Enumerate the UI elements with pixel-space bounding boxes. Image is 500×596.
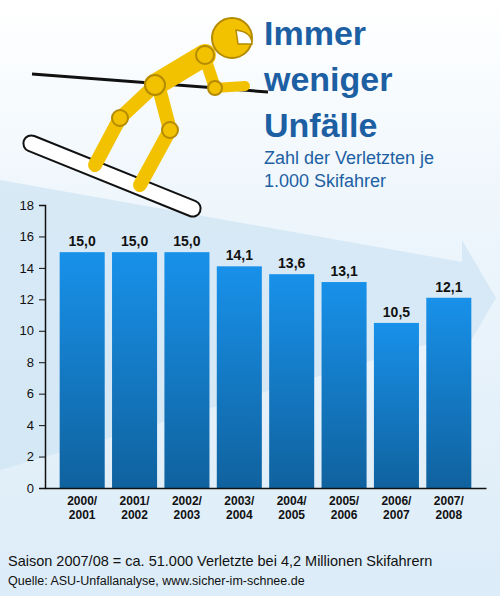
tick-label: 8 <box>27 355 34 370</box>
tick: 0 <box>27 481 45 496</box>
skier-joint <box>208 81 222 95</box>
bar <box>426 298 471 488</box>
tick-mark <box>39 299 45 300</box>
tick-label: 6 <box>27 386 34 401</box>
data-label: 13,1 <box>330 263 357 279</box>
tick: 2007/2008 <box>434 494 465 522</box>
tick-label: 2005/2006 <box>329 494 360 522</box>
tick-mark <box>39 205 45 206</box>
title: ImmerwenigerUnfälle <box>263 14 392 144</box>
source: Quelle: ASU-Unfallanalyse, www.sicher-im… <box>8 574 305 588</box>
tick-label: 2002/2003 <box>172 494 203 522</box>
tick: 2001/2002 <box>120 494 151 522</box>
axis-line <box>46 488 487 490</box>
skier-joint <box>162 122 178 138</box>
bar <box>374 323 419 488</box>
tick-label: 2004/2005 <box>277 494 308 522</box>
tick-label: 10 <box>20 323 34 338</box>
tick-label: 2007/2008 <box>434 494 465 522</box>
tick-label: 2 <box>27 449 34 464</box>
data-label: 15,0 <box>69 233 96 249</box>
tick-label: 0 <box>27 481 34 496</box>
skier-joint <box>196 46 214 64</box>
bar <box>164 252 209 488</box>
tick: 2006/2007 <box>381 494 412 522</box>
tick: 4 <box>27 418 45 433</box>
tick: 10 <box>20 323 45 338</box>
skier <box>21 18 268 219</box>
skier-joint <box>145 75 165 95</box>
tick: 12 <box>20 292 45 307</box>
axis-line <box>39 206 46 489</box>
subtitle: Zahl der Verletzten je1.000 Skifahrer <box>264 148 434 191</box>
tick: 2000/2001 <box>67 494 98 522</box>
data-label: 14,1 <box>226 247 253 263</box>
tick: 2003/2004 <box>224 494 255 522</box>
tick-label: 2001/2002 <box>120 494 151 522</box>
bar <box>112 252 157 488</box>
tick: 2 <box>27 449 45 464</box>
tick-mark <box>39 331 45 332</box>
tick-mark <box>39 394 45 395</box>
tick: 14 <box>20 261 45 276</box>
tick: 6 <box>27 386 45 401</box>
tick-mark <box>39 425 45 426</box>
data-labels: 15,0 15,0 15,0 14,1 13,6 13,1 10,5 12,1 <box>69 233 463 320</box>
tick-label: 2003/2004 <box>224 494 255 522</box>
chart: ImmerwenigerUnfälleZahl der Verletzten j… <box>0 0 500 596</box>
bar <box>217 266 262 488</box>
tick-mark <box>39 236 45 237</box>
tick: 2002/2003 <box>172 494 203 522</box>
x-axis: 2000/2001 2001/2002 2002/2003 2003/2004 2004… <box>46 489 487 522</box>
tick-label: 18 <box>20 198 34 213</box>
tick-label: 12 <box>20 292 34 307</box>
skier-joint <box>112 110 128 126</box>
tick-mark <box>39 268 45 269</box>
bar <box>322 282 367 488</box>
tick: 8 <box>27 355 45 370</box>
skier-part <box>140 130 170 185</box>
tick-mark <box>39 457 45 458</box>
data-label: 10,5 <box>383 304 410 320</box>
bar <box>60 252 105 488</box>
tick-mark <box>39 488 45 489</box>
tick-mark <box>39 362 45 363</box>
y-axis: 0 2 4 6 8 10 12 14 16 18 <box>20 198 46 496</box>
tick: 2004/2005 <box>277 494 308 522</box>
tick-label: 16 <box>20 229 34 244</box>
skier-helmet <box>212 18 252 58</box>
tick-label: 2006/2007 <box>381 494 412 522</box>
bars <box>60 252 472 488</box>
tick-label: 4 <box>27 418 34 433</box>
skier-visor <box>236 30 252 44</box>
data-label: 15,0 <box>121 233 148 249</box>
tick: 18 <box>20 198 45 213</box>
bar <box>269 274 314 488</box>
data-label: 12,1 <box>435 279 462 295</box>
tick: 2005/2006 <box>329 494 360 522</box>
data-label: 15,0 <box>173 233 200 249</box>
tick-label: 2000/2001 <box>67 494 98 522</box>
footnote: Saison 2007/08 = ca. 51.000 Verletzte be… <box>8 553 432 569</box>
tick-label: 14 <box>20 261 34 276</box>
annotations: Saison 2007/08 = ca. 51.000 Verletzte be… <box>8 553 432 588</box>
data-label: 13,6 <box>278 255 305 271</box>
tick: 16 <box>20 229 45 244</box>
background <box>0 0 500 596</box>
